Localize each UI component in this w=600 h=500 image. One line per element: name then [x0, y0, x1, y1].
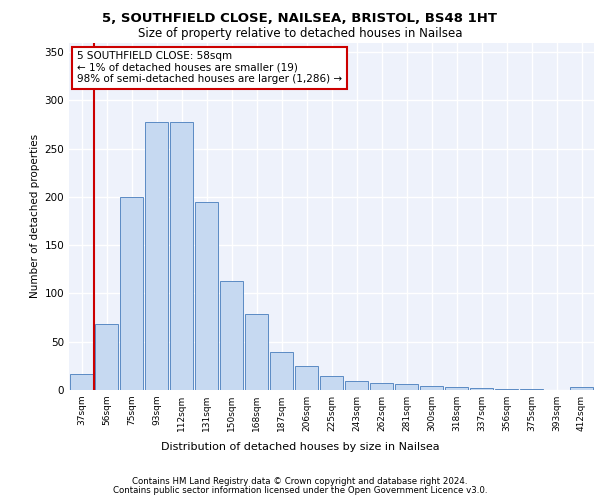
Bar — [120, 197, 143, 390]
Bar — [195, 202, 218, 390]
Bar — [270, 352, 293, 390]
Bar — [445, 387, 468, 390]
Text: Contains HM Land Registry data © Crown copyright and database right 2024.: Contains HM Land Registry data © Crown c… — [132, 477, 468, 486]
Text: Contains public sector information licensed under the Open Government Licence v3: Contains public sector information licen… — [113, 486, 487, 495]
Bar — [170, 122, 193, 390]
Bar — [245, 314, 268, 390]
Bar — [320, 376, 343, 390]
Bar — [395, 384, 418, 390]
Bar — [520, 389, 543, 390]
Bar — [345, 382, 368, 390]
Bar — [570, 387, 593, 390]
Bar — [470, 388, 493, 390]
Bar — [95, 324, 118, 390]
Y-axis label: Number of detached properties: Number of detached properties — [30, 134, 40, 298]
Text: 5 SOUTHFIELD CLOSE: 58sqm
← 1% of detached houses are smaller (19)
98% of semi-d: 5 SOUTHFIELD CLOSE: 58sqm ← 1% of detach… — [77, 51, 342, 84]
Bar — [70, 374, 93, 390]
Bar — [370, 383, 393, 390]
Text: Size of property relative to detached houses in Nailsea: Size of property relative to detached ho… — [138, 28, 462, 40]
Bar — [420, 386, 443, 390]
Text: Distribution of detached houses by size in Nailsea: Distribution of detached houses by size … — [161, 442, 439, 452]
Bar — [495, 389, 518, 390]
Text: 5, SOUTHFIELD CLOSE, NAILSEA, BRISTOL, BS48 1HT: 5, SOUTHFIELD CLOSE, NAILSEA, BRISTOL, B… — [103, 12, 497, 26]
Bar — [220, 281, 243, 390]
Bar — [145, 122, 168, 390]
Bar — [295, 366, 318, 390]
